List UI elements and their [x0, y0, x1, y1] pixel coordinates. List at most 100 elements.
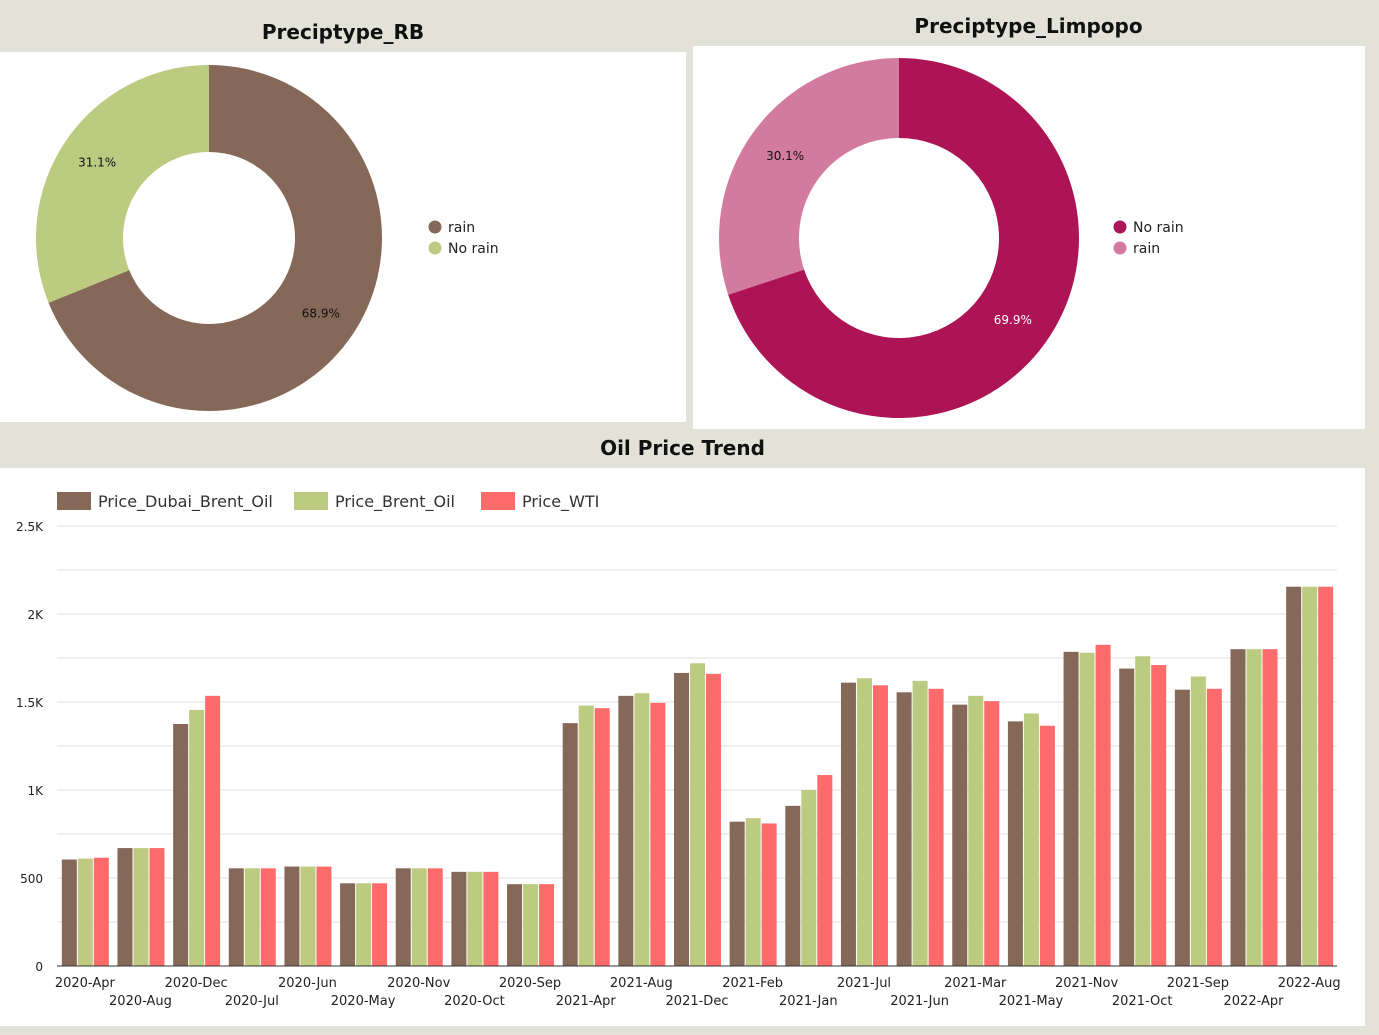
bar-price-dubai-brent-oil	[674, 672, 689, 966]
bar-price-brent-oil	[523, 884, 539, 966]
bar-price-wti	[483, 871, 499, 966]
bar-price-brent-oil	[745, 818, 761, 966]
y-tick-label: 1K	[27, 784, 44, 798]
x-tick-label: 2020-Oct	[444, 994, 505, 1009]
x-tick-label: 2021-Aug	[610, 976, 673, 991]
bar-price-wti	[149, 848, 165, 966]
bar-price-brent-oil	[1135, 656, 1151, 966]
bar-price-dubai-brent-oil	[1007, 721, 1023, 966]
limpopo-chart-card: 69.9% 30.1% No rain rain	[693, 46, 1365, 429]
bar-price-brent-oil	[1190, 676, 1206, 966]
bar-price-brent-oil	[912, 680, 928, 966]
bar-price-dubai-brent-oil	[1174, 689, 1190, 966]
bar-price-wti	[650, 702, 666, 966]
legend-label-price-dubai-brent-oil: Price_Dubai_Brent_Oil	[98, 492, 273, 512]
y-tick-label: 2.5K	[16, 520, 44, 534]
bar-price-wti	[93, 857, 109, 966]
bar-price-wti	[427, 868, 443, 966]
bar-price-dubai-brent-oil	[117, 848, 133, 966]
bar-price-wti	[1262, 649, 1278, 966]
x-tick-label: 2020-Dec	[165, 976, 228, 991]
x-tick-label: 2022-Aug	[1278, 976, 1341, 991]
bar-price-brent-oil	[690, 663, 705, 966]
legend-swatch-rain	[428, 220, 442, 234]
bar-price-wti	[1318, 586, 1334, 966]
bar-price-brent-oil	[133, 848, 149, 966]
bar-price-brent-oil	[244, 868, 260, 966]
bar-price-dubai-brent-oil	[952, 704, 968, 966]
bar-price-dubai-brent-oil	[173, 724, 189, 966]
limpopo-chart-title: Preciptype_Limpopo	[914, 14, 1143, 38]
donut-slice-rain	[48, 65, 382, 411]
bar-price-wti	[316, 866, 332, 966]
x-tick-label: 2020-Apr	[55, 976, 116, 991]
bar-price-brent-oil	[1079, 652, 1095, 966]
bar-price-dubai-brent-oil	[340, 883, 356, 966]
slice-percent-label: 31.1%	[78, 156, 116, 170]
bar-price-wti	[872, 685, 888, 966]
x-tick-label: 2020-Jul	[225, 994, 279, 1009]
slice-percent-label: 30.1%	[766, 149, 804, 163]
legend-swatch-no-rain	[428, 241, 442, 255]
bar-price-brent-oil	[77, 858, 93, 966]
bar-price-dubai-brent-oil	[1286, 586, 1302, 966]
bar-price-wti	[928, 688, 944, 966]
y-tick-label: 1.5K	[16, 696, 44, 710]
rb-chart-card: 68.9% 31.1% rain No rain	[0, 52, 686, 422]
x-tick-label: 2021-Sep	[1167, 976, 1229, 991]
x-tick-label: 2021-Jul	[837, 976, 891, 991]
bar-price-brent-oil	[1246, 649, 1262, 966]
bar-price-dubai-brent-oil	[562, 723, 578, 966]
bar-price-brent-oil	[300, 866, 316, 966]
bar-price-dubai-brent-oil	[284, 866, 300, 966]
donut-slice-rain	[719, 58, 899, 295]
bar-price-brent-oil	[356, 883, 372, 966]
bar-price-dubai-brent-oil	[507, 884, 523, 966]
bar-price-wti	[594, 708, 610, 966]
bar-price-wti	[260, 868, 276, 966]
x-tick-label: 2021-Dec	[666, 994, 729, 1009]
limpopo-donut-chart: 69.9% 30.1% No rain rain	[719, 58, 1184, 418]
bar-price-dubai-brent-oil	[395, 868, 411, 966]
rb-chart-title: Preciptype_RB	[261, 20, 425, 44]
slice-percent-label: 68.9%	[302, 306, 340, 320]
bar-price-wti	[984, 701, 1000, 966]
y-tick-label: 2K	[27, 608, 44, 622]
legend-label-rain: rain	[1133, 241, 1160, 257]
oil-bar-chart: 0 500 1K 1.5K 2K 2.5K 2020-Apr 2020-Aug 2020-Dec…	[16, 492, 1341, 1009]
donut-slice-no-rain	[728, 58, 1079, 418]
bar-price-brent-oil	[467, 871, 483, 966]
bar-price-wti	[817, 775, 833, 966]
bar-price-wti	[1151, 665, 1167, 966]
bar-price-dubai-brent-oil	[896, 692, 912, 966]
bar-price-brent-oil	[634, 693, 650, 966]
x-tick-label: 2020-Nov	[387, 976, 450, 991]
bar-price-dubai-brent-oil	[61, 859, 77, 966]
bar-price-brent-oil	[1302, 586, 1318, 966]
legend-swatch-price-brent-oil	[294, 492, 328, 510]
y-tick-label: 0	[35, 960, 43, 974]
x-tick-label: 2021-May	[999, 994, 1064, 1009]
bar-price-dubai-brent-oil	[228, 868, 244, 966]
bar-price-brent-oil	[411, 868, 427, 966]
legend-label-no-rain: No rain	[1133, 220, 1184, 236]
x-tick-label: 2020-Jun	[278, 976, 337, 991]
legend-label-no-rain: No rain	[448, 241, 499, 257]
x-tick-label: 2021-Mar	[944, 976, 1007, 991]
x-tick-label: 2022-Apr	[1224, 994, 1285, 1009]
y-tick-label: 500	[20, 872, 43, 886]
bar-price-wti	[1206, 688, 1222, 966]
bar-price-dubai-brent-oil	[840, 682, 856, 966]
bar-price-dubai-brent-oil	[1119, 668, 1135, 966]
x-tick-label: 2021-Apr	[556, 994, 617, 1009]
x-tick-label: 2021-Feb	[722, 976, 783, 991]
legend-swatch-price-dubai-brent-oil	[57, 492, 91, 510]
x-tick-label: 2021-Jan	[779, 994, 838, 1009]
bar-price-wti	[1095, 644, 1111, 966]
bar-price-brent-oil	[1023, 713, 1039, 966]
bar-price-wti	[205, 695, 221, 966]
bar-price-dubai-brent-oil	[729, 821, 745, 966]
donut-slice-no-rain	[35, 65, 209, 303]
bar-price-dubai-brent-oil	[451, 871, 467, 966]
bar-price-wti	[372, 883, 388, 966]
